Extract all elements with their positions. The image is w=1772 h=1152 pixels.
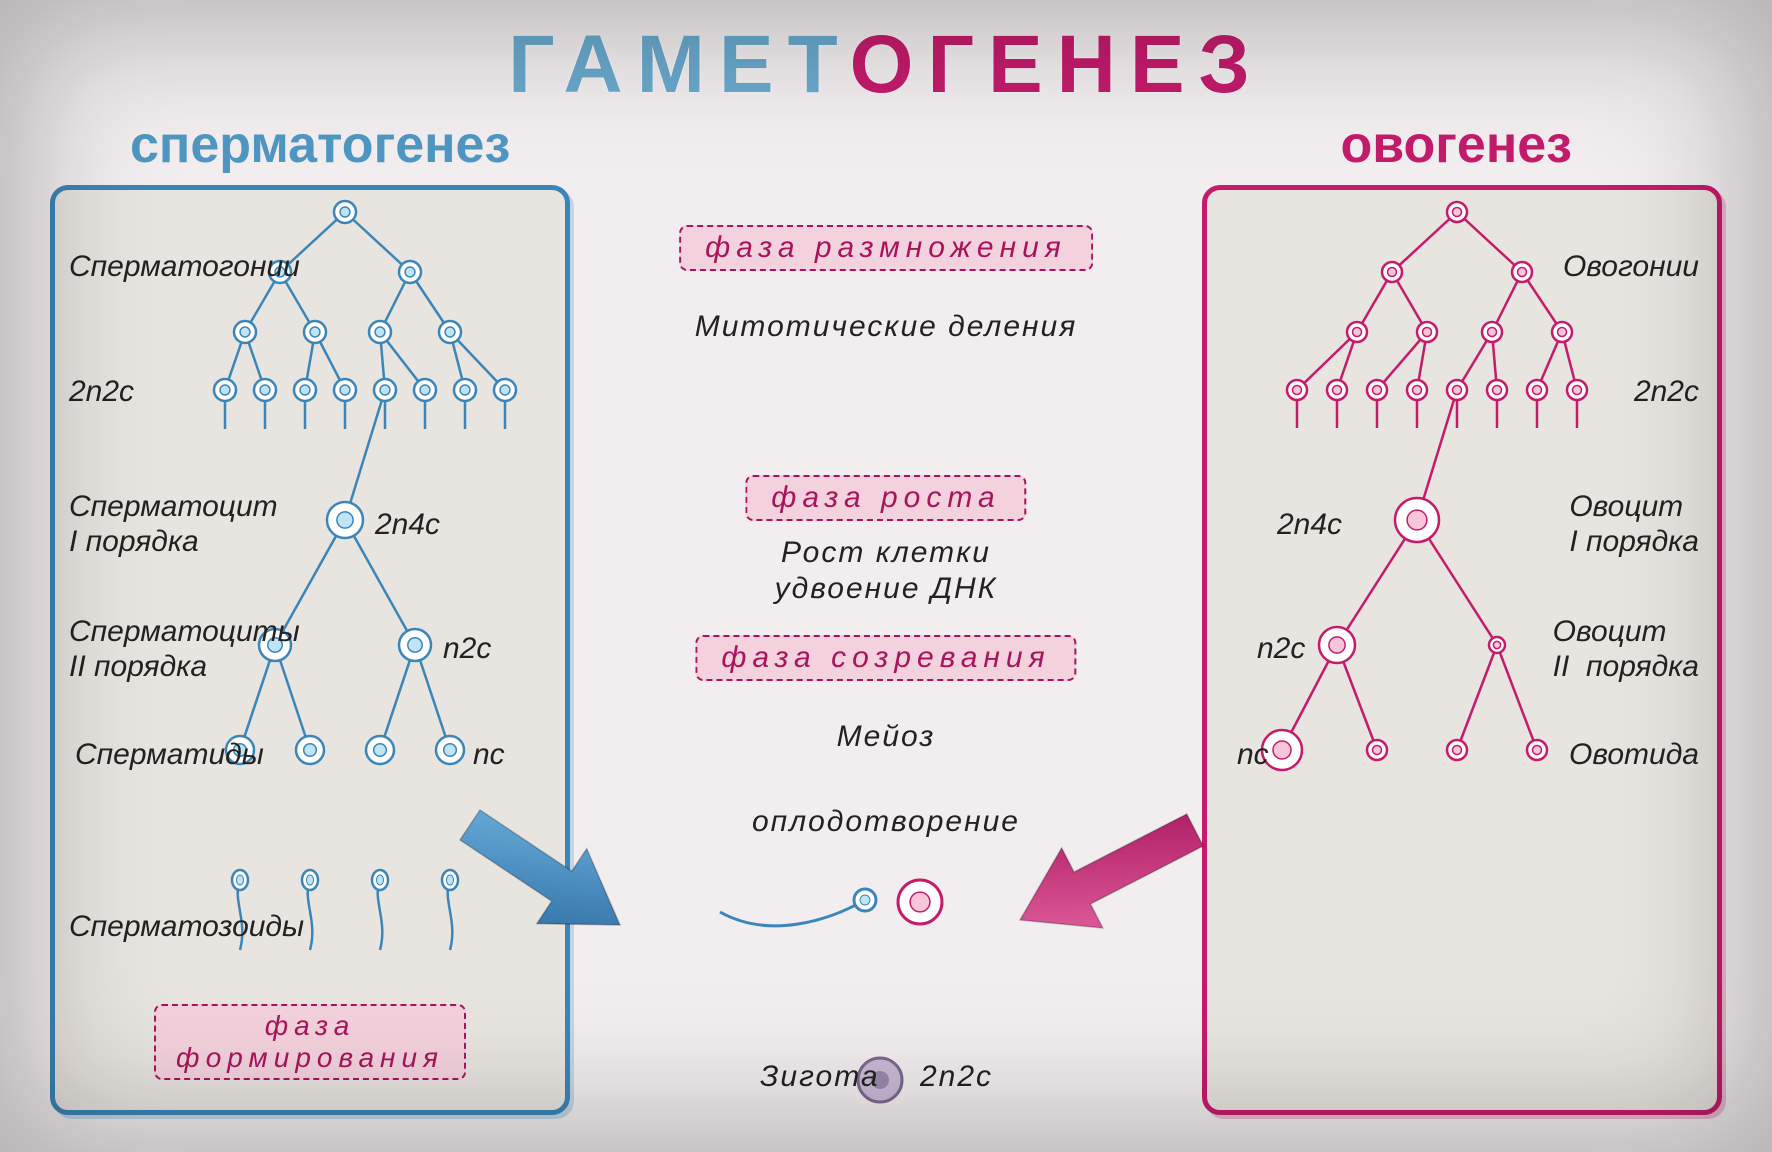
label-spermatogonia: Сперматогонии — [69, 250, 300, 285]
label-n2c-left: n2c — [443, 632, 491, 667]
label-2n2c-left: 2n2c — [69, 375, 134, 410]
pill-formation-phase: фаза формирования — [154, 1004, 466, 1080]
panel-oogenesis: Овогонии 2n2c Овоцит I порядка 2n4c Овоц… — [1202, 185, 1722, 1115]
label-nc-left: nc — [473, 738, 505, 773]
text-fertilization: оплодотворение — [752, 805, 1020, 839]
subtitle-oogenesis: овогенез — [1340, 115, 1572, 175]
text-meiosis: Мейоз — [837, 720, 936, 754]
label-nc-right: nc — [1237, 738, 1269, 773]
page-title: ГАМЕТОГЕНЕЗ — [0, 18, 1772, 112]
label-spermatozoa: Сперматозоиды — [69, 910, 304, 945]
text-mitotic-divisions: Митотические деления — [695, 310, 1078, 344]
label-n2c-right: n2c — [1257, 632, 1305, 667]
title-part-b: ОГЕНЕЗ — [850, 19, 1264, 110]
label-2n4c-right: 2n4c — [1277, 508, 1342, 543]
label-spermatocyte-2: Сперматоциты II порядка — [69, 615, 300, 684]
label-2n2c-right: 2n2c — [1634, 375, 1699, 410]
label-oocyte-2: Овоцит II порядка — [1553, 615, 1699, 684]
label-2n4c-left: 2n4c — [375, 508, 440, 543]
label-spermatocyte-1: Сперматоцит I порядка — [69, 490, 278, 559]
pill-growth-phase: фаза роста — [745, 475, 1026, 521]
label-zygote: Зигота — [760, 1060, 880, 1094]
label-oogonia: Овогонии — [1563, 250, 1699, 285]
title-part-a: ГАМЕТ — [508, 19, 850, 110]
label-spermatids: Сперматиды — [75, 738, 264, 773]
label-ootid: Овотида — [1569, 738, 1699, 773]
text-growth-dna: Рост клетки удвоение ДНК — [775, 535, 998, 607]
label-zygote-ploidy: 2n2c — [920, 1060, 993, 1094]
subtitle-spermatogenesis: сперматогенез — [130, 115, 510, 175]
label-oocyte-1: Овоцит I порядка — [1569, 490, 1699, 559]
pill-multiplication-phase: фаза размножения — [679, 225, 1093, 271]
panel-spermatogenesis: Сперматогонии 2n2c Сперматоцит I порядка… — [50, 185, 570, 1115]
pill-maturation-phase: фаза созревания — [695, 635, 1076, 681]
